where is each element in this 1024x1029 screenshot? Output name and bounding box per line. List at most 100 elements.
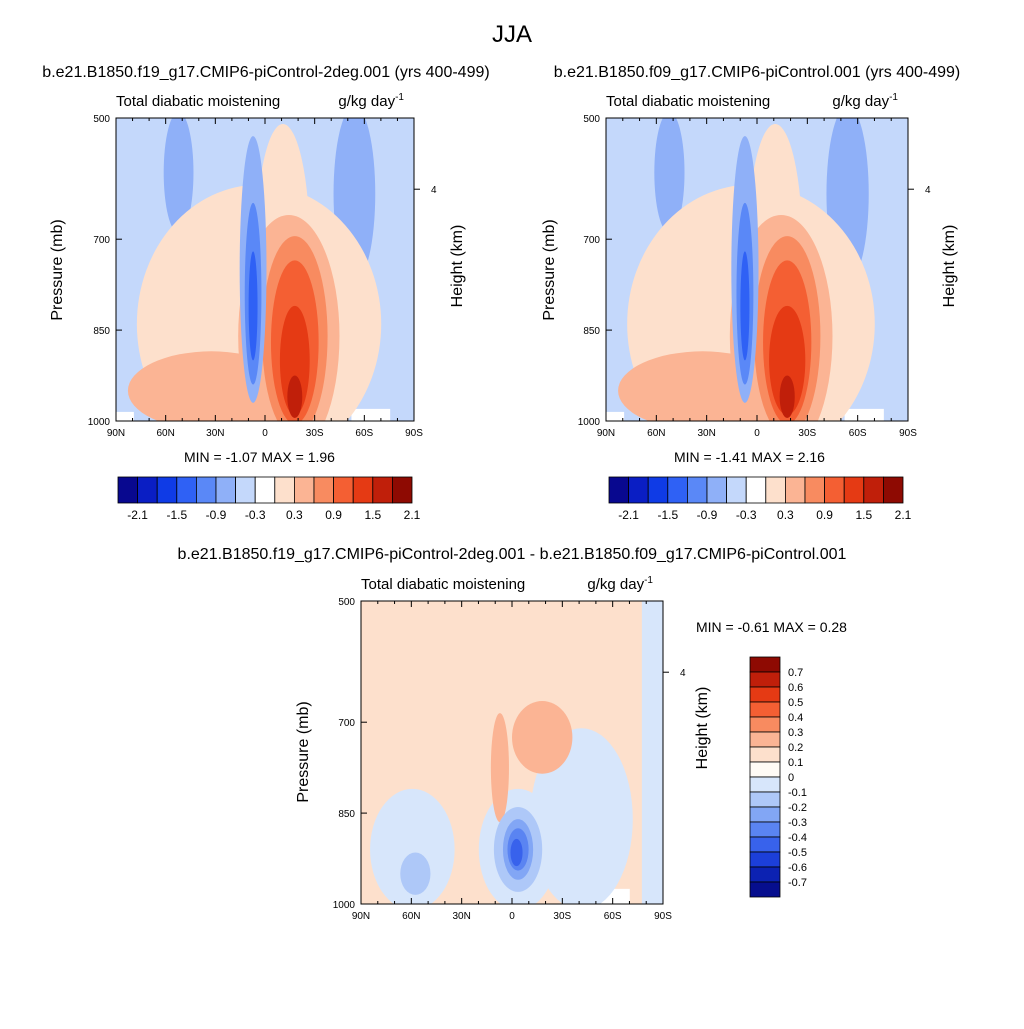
colorbar-swatch [391, 476, 413, 504]
contour-band [641, 601, 663, 904]
y-tick-label: 700 [93, 235, 110, 246]
y-tick-label: 500 [338, 597, 355, 608]
colorbar-swatch [176, 476, 197, 504]
colorbar-swatch [628, 476, 649, 504]
missing-data-patch [351, 408, 391, 421]
colorbar-label: -0.6 [788, 862, 807, 874]
colorbar-label: -0.4 [788, 832, 807, 844]
colorbar-swatch [647, 476, 669, 504]
colorbar-label: 0.5 [788, 697, 803, 709]
colorbar-swatch [749, 881, 781, 898]
colorbar-swatch [749, 836, 781, 853]
x-tick-label: 90N [107, 428, 125, 439]
x-tick-label: 60S [604, 911, 622, 922]
colorbar-label: 0.9 [325, 508, 342, 522]
y2-tick-label: 4 [431, 185, 437, 196]
y2-tick-label: 4 [925, 185, 931, 196]
colorbar-label: -0.3 [788, 817, 807, 829]
x-tick-label: 90N [352, 911, 370, 922]
panel-2deg-ylabel: Pressure (mb) [49, 219, 66, 320]
colorbar-label: 0.3 [777, 508, 794, 522]
colorbar-swatch [749, 851, 781, 868]
colorbar-label: 0.4 [788, 712, 803, 724]
contour-band [248, 251, 258, 361]
panel-difference: b.e21.B1850.f19_g17.CMIP6-piControl-2deg… [178, 546, 848, 922]
colorbar-swatch [352, 476, 374, 504]
colorbar-swatch [313, 476, 335, 504]
x-tick-label: 0 [509, 911, 515, 922]
contour-band [740, 251, 750, 361]
colorbar-swatch [749, 866, 781, 883]
x-tick-label: 30S [306, 428, 324, 439]
colorbar-swatch [749, 776, 781, 793]
panel-2deg-units: g/kg day-1 [338, 92, 404, 110]
panel-2deg-ticks: 90N 60N 30N 0 30S 60S 90S 500 700 850 1000 4 [88, 114, 437, 439]
colorbar-swatch [726, 476, 747, 504]
colorbar-label: 0.6 [788, 682, 803, 694]
colorbar-swatch [749, 731, 781, 748]
panel-1deg: b.e21.B1850.f09_g17.CMIP6-piControl.001 … [541, 64, 960, 522]
colorbar-swatch [254, 476, 276, 504]
colorbar-label: 1.5 [855, 508, 872, 522]
missing-data-patch [116, 411, 134, 421]
panel-2deg-colorbar: -2.1 -1.5 -0.9 -0.3 0.3 0.9 1.5 2.1 [117, 476, 421, 522]
panel-1deg-colorbar: -2.1 -1.5 -0.9 -0.3 0.3 0.9 1.5 2.1 [608, 476, 912, 522]
colorbar-swatch [215, 476, 237, 504]
y-tick-label: 1000 [333, 900, 356, 911]
colorbar-swatch [804, 476, 826, 504]
colorbar-swatch [749, 746, 781, 763]
panel-1deg-ticks: 90N 60N 30N 0 30S 60S 90S 500 700 850 1000 4 [578, 114, 931, 439]
y-tick-label: 500 [583, 114, 600, 125]
contour-band [510, 838, 523, 867]
x-tick-label: 90S [654, 911, 672, 922]
colorbar-swatch [749, 821, 781, 838]
colorbar-label: -0.1 [788, 787, 807, 799]
colorbar-label: -0.3 [736, 508, 757, 522]
y-tick-label: 850 [338, 809, 355, 820]
x-tick-label: 90N [597, 428, 615, 439]
panel-difference-contour-field [361, 601, 663, 904]
contour-band [654, 118, 685, 234]
y2-tick-label: 4 [680, 668, 686, 679]
colorbar-label: -2.1 [618, 508, 639, 522]
figure-title: JJA [492, 21, 532, 48]
colorbar-label: 0 [788, 772, 794, 784]
panel-2deg: b.e21.B1850.f19_g17.CMIP6-piControl-2deg… [42, 64, 489, 522]
contour-band [779, 375, 795, 418]
colorbar-swatch [824, 476, 845, 504]
panel-2deg-variable-label: Total diabatic moistening [116, 93, 280, 110]
contour-band [279, 305, 310, 415]
colorbar-label: -1.5 [166, 508, 187, 522]
colorbar-label: -0.9 [697, 508, 718, 522]
colorbar-swatch [195, 476, 217, 504]
x-tick-label: 60N [402, 911, 420, 922]
panel-2deg-y2label: Height (km) [449, 225, 466, 308]
colorbar-swatch [333, 476, 354, 504]
colorbar-swatch [765, 476, 786, 504]
x-tick-label: 90S [899, 428, 917, 439]
colorbar-swatch [667, 476, 688, 504]
panel-2deg-contour-field [116, 118, 414, 421]
missing-data-patch [606, 411, 625, 421]
contour-band [370, 788, 455, 904]
panel-1deg-variable-label: Total diabatic moistening [606, 93, 770, 110]
colorbar-label: 0.7 [788, 667, 803, 679]
panel-1deg-title: b.e21.B1850.f09_g17.CMIP6-piControl.001 … [554, 64, 960, 81]
x-tick-label: 60S [849, 428, 867, 439]
colorbar-swatch [749, 671, 781, 688]
colorbar-swatch [156, 476, 178, 504]
colorbar-swatch [749, 791, 781, 808]
x-tick-label: 60N [647, 428, 665, 439]
colorbar-label: -0.2 [788, 802, 807, 814]
x-tick-label: 30N [206, 428, 224, 439]
colorbar-swatch [749, 656, 781, 673]
panel-2deg-title: b.e21.B1850.f19_g17.CMIP6-piControl-2deg… [42, 64, 489, 81]
colorbar-swatch [293, 476, 315, 504]
panel-1deg-ylabel: Pressure (mb) [541, 219, 558, 320]
contour-band [163, 118, 194, 234]
panel-1deg-min-max: MIN = -1.41 MAX = 2.16 [674, 449, 825, 465]
panel-1deg-y2label: Height (km) [941, 225, 958, 308]
colorbar-swatch [749, 761, 781, 778]
colorbar-swatch [117, 476, 139, 504]
